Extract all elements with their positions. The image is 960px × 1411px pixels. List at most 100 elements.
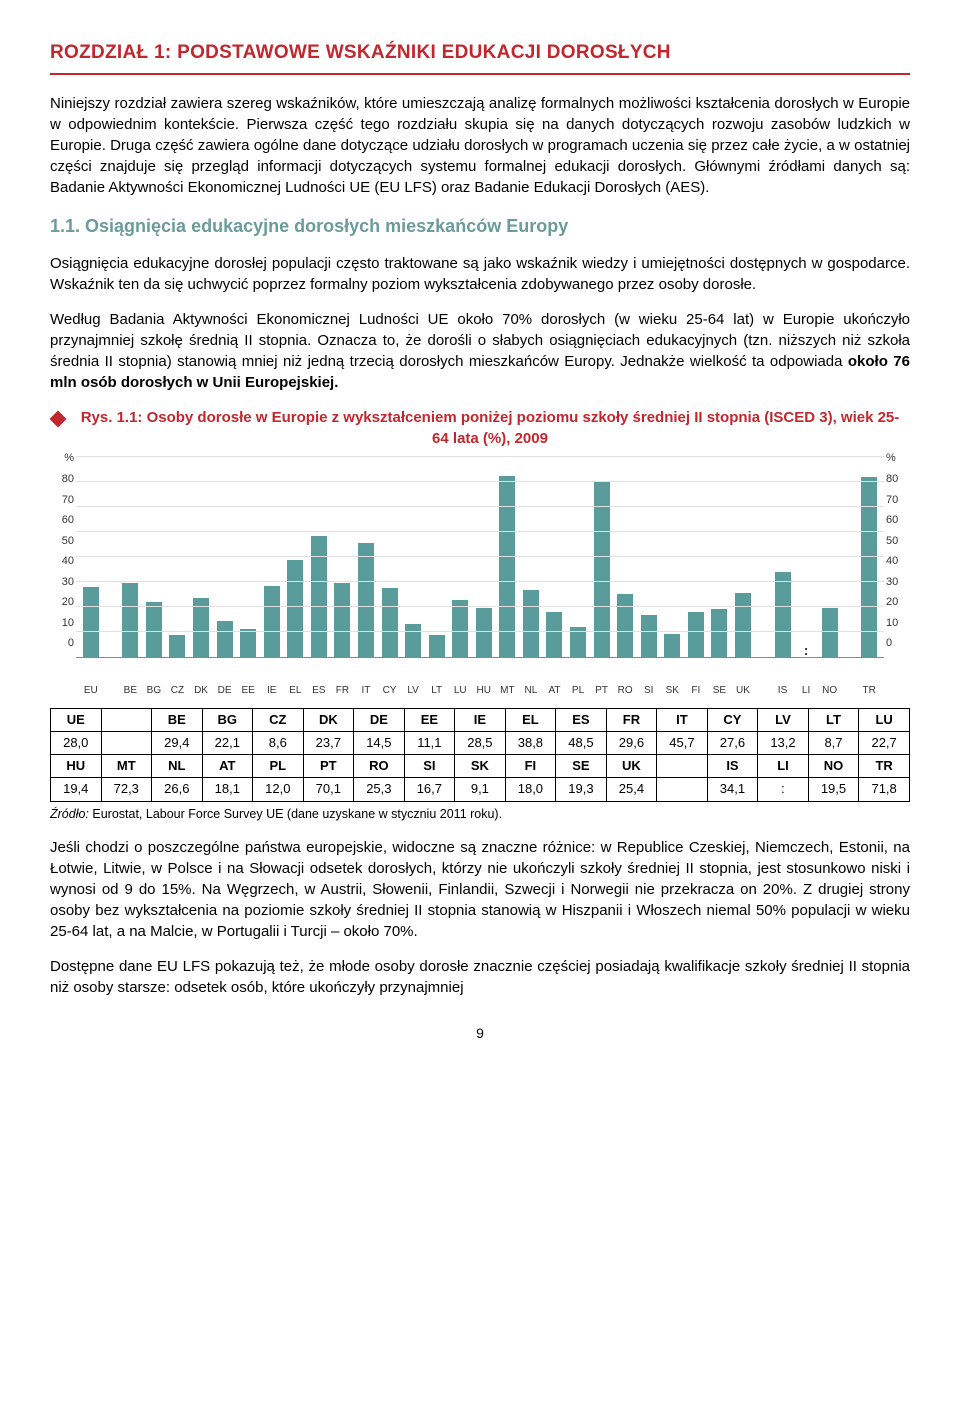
xtick-lt: LT xyxy=(426,681,448,698)
table-header-cell: TR xyxy=(859,755,910,778)
xtick-cz: CZ xyxy=(167,681,189,698)
bar-de xyxy=(214,621,236,657)
xtick-hu: HU xyxy=(473,681,495,698)
table-data-cell: 13,2 xyxy=(758,731,809,754)
table-header-cell: SI xyxy=(404,755,455,778)
table-data-cell xyxy=(657,778,708,801)
table-header-cell: IT xyxy=(657,708,708,731)
table-header-cell: IS xyxy=(707,755,758,778)
bar-fi xyxy=(685,612,707,657)
table-header-cell: DE xyxy=(354,708,405,731)
section-1-1-p1: Osiągnięcia edukacyjne dorosłej populacj… xyxy=(50,253,910,295)
after-chart-p2: Dostępne dane EU LFS pokazują też, że mł… xyxy=(50,956,910,998)
table-header-cell: BE xyxy=(152,708,203,731)
xtick-at: AT xyxy=(544,681,566,698)
bar-ie xyxy=(261,586,283,657)
after-chart-p1: Jeśli chodzi o poszczególne państwa euro… xyxy=(50,837,910,942)
table-data-cell: 26,6 xyxy=(152,778,203,801)
table-data-cell: 71,8 xyxy=(859,778,910,801)
table-data-cell: 25,4 xyxy=(606,778,657,801)
bar-it xyxy=(355,543,377,657)
bar-lt xyxy=(426,635,448,657)
table-data-cell: 22,7 xyxy=(859,731,910,754)
table-data-cell: 16,7 xyxy=(404,778,455,801)
table-data-cell: 28,0 xyxy=(51,731,102,754)
bar-si xyxy=(638,615,660,657)
table-header-cell xyxy=(101,708,152,731)
xtick-si: SI xyxy=(638,681,660,698)
bar-li: : xyxy=(795,643,817,657)
table-header-cell: PT xyxy=(303,755,354,778)
table-header-cell: LI xyxy=(758,755,809,778)
xtick-pl: PL xyxy=(567,681,589,698)
bar-no xyxy=(819,608,841,657)
table-header-cell: UK xyxy=(606,755,657,778)
table-data-cell: 45,7 xyxy=(657,731,708,754)
bar-cy xyxy=(379,588,401,657)
table-header-cell: FI xyxy=(505,755,556,778)
data-table: UE BEBGCZDKDEEEIEELESFRITCYLVLTLU 28,0 2… xyxy=(50,708,910,802)
bar-lu xyxy=(449,600,471,657)
y-axis-right: %80706050403020100 xyxy=(884,457,910,657)
table-data-cell: 23,7 xyxy=(303,731,354,754)
section-1-1-p2-text: Według Badania Aktywności Ekonomicznej L… xyxy=(50,311,910,370)
table-header-cell: SE xyxy=(556,755,607,778)
table-header-cell: LV xyxy=(758,708,809,731)
xtick-it: IT xyxy=(355,681,377,698)
table-data-cell: 11,1 xyxy=(404,731,455,754)
bar-bg xyxy=(143,602,165,657)
xtick-pt: PT xyxy=(591,681,613,698)
bar-nl xyxy=(520,590,542,657)
xtick-nl: NL xyxy=(520,681,542,698)
xtick-li: LI xyxy=(795,681,817,698)
bar-be xyxy=(120,583,142,657)
table-header-cell: LT xyxy=(808,708,859,731)
bar-ee xyxy=(237,629,259,657)
xtick-eu: EU xyxy=(80,681,102,698)
xtick-el: EL xyxy=(285,681,307,698)
bar-eu xyxy=(80,587,102,657)
table-header-cell: EE xyxy=(404,708,455,731)
table-header-cell: PL xyxy=(253,755,304,778)
table-data-cell: 22,1 xyxy=(202,731,253,754)
xtick-no: NO xyxy=(819,681,841,698)
xtick-se: SE xyxy=(709,681,731,698)
figure-marker-icon xyxy=(50,409,70,425)
table-header-cell xyxy=(657,755,708,778)
table-data-cell: 19,4 xyxy=(51,778,102,801)
table-data-cell: 28,5 xyxy=(455,731,506,754)
xtick-cy: CY xyxy=(379,681,401,698)
table-row: 19,472,326,618,112,070,125,316,79,118,01… xyxy=(51,778,910,801)
xtick-uk: UK xyxy=(732,681,754,698)
table-row: 28,0 29,422,18,623,714,511,128,538,848,5… xyxy=(51,731,910,754)
xtick-bg: BG xyxy=(143,681,165,698)
table-data-cell: 19,3 xyxy=(556,778,607,801)
table-row: UE BEBGCZDKDEEEIEELESFRITCYLVLTLU xyxy=(51,708,910,731)
figure-title: Rys. 1.1: Osoby dorosłe w Europie z wyks… xyxy=(70,407,910,449)
section-1-1-p2: Według Badania Aktywności Ekonomicznej L… xyxy=(50,309,910,393)
source-label: Źródło: xyxy=(50,807,89,821)
table-header-cell: DK xyxy=(303,708,354,731)
table-data-cell: : xyxy=(758,778,809,801)
table-header-cell: CY xyxy=(707,708,758,731)
bar-chart: %80706050403020100 : %80706050403020100 xyxy=(50,457,910,677)
table-data-cell: 70,1 xyxy=(303,778,354,801)
table-data-cell: 72,3 xyxy=(101,778,152,801)
table-header-cell: FR xyxy=(606,708,657,731)
bar-at xyxy=(544,612,566,657)
xtick-lv: LV xyxy=(402,681,424,698)
table-data-cell: 18,1 xyxy=(202,778,253,801)
xtick-be: BE xyxy=(120,681,142,698)
xtick-lu: LU xyxy=(449,681,471,698)
bar-hu xyxy=(473,608,495,657)
table-data-cell: 19,5 xyxy=(808,778,859,801)
table-data-cell: 48,5 xyxy=(556,731,607,754)
bar-cz xyxy=(167,635,189,657)
bar-el xyxy=(285,560,307,657)
table-header-cell: BG xyxy=(202,708,253,731)
table-data-cell: 9,1 xyxy=(455,778,506,801)
table-header-cell: MT xyxy=(101,755,152,778)
bar-lv xyxy=(402,624,424,657)
table-data-cell xyxy=(101,731,152,754)
table-data-cell: 38,8 xyxy=(505,731,556,754)
